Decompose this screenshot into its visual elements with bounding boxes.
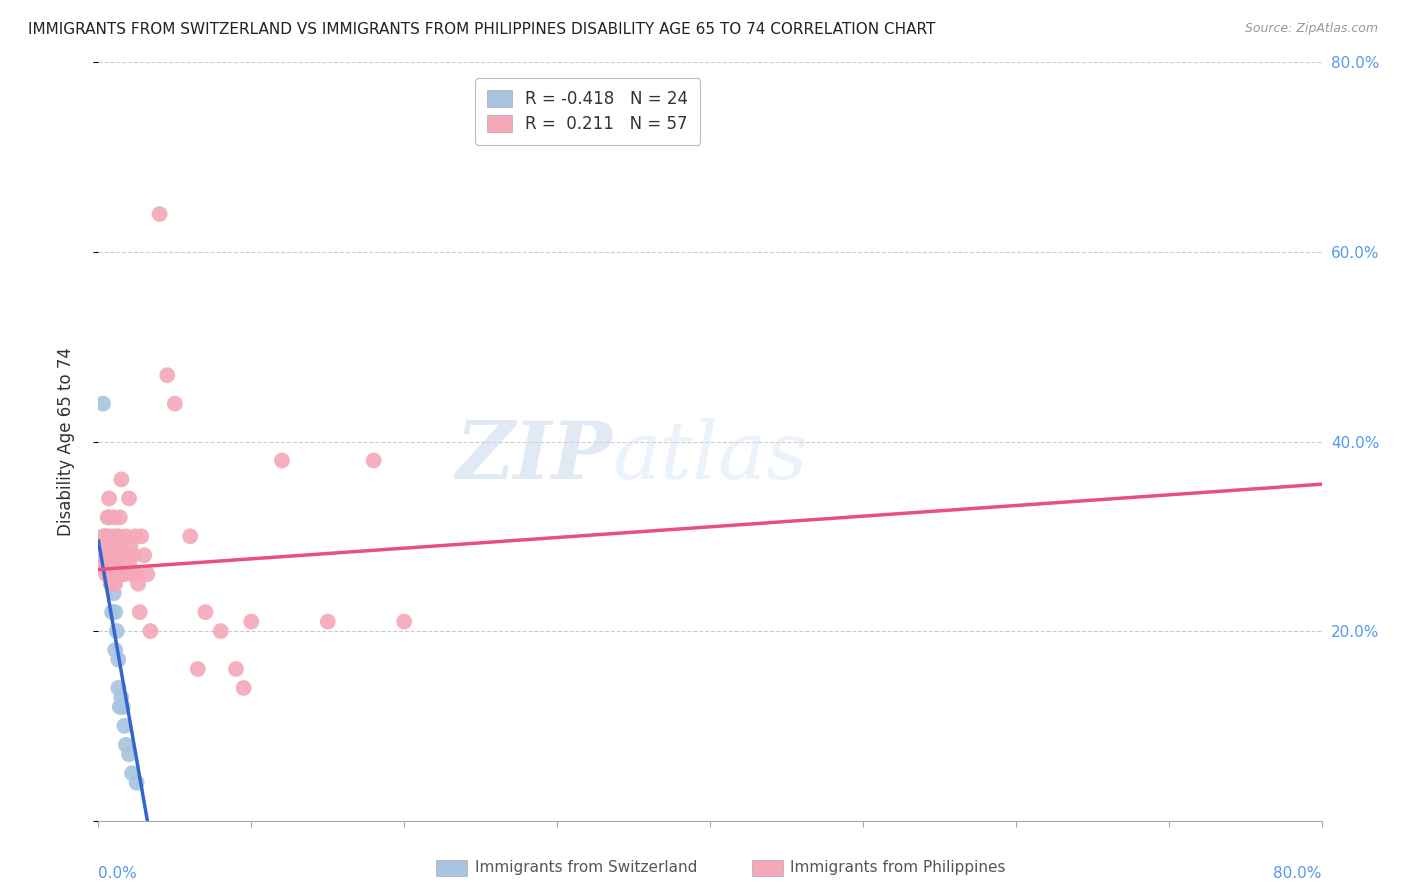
Point — [115, 529, 138, 543]
Point — [101, 605, 124, 619]
Point — [101, 558, 124, 572]
Point — [225, 662, 247, 676]
Point — [121, 567, 143, 582]
Point — [240, 615, 263, 629]
Point — [121, 766, 143, 780]
Text: 80.0%: 80.0% — [1274, 866, 1322, 881]
Point — [117, 548, 139, 563]
Point — [104, 643, 127, 657]
Point — [110, 473, 132, 487]
Text: Source: ZipAtlas.com: Source: ZipAtlas.com — [1244, 22, 1378, 36]
Point — [118, 747, 141, 762]
Point — [97, 510, 120, 524]
Point — [128, 605, 150, 619]
Point — [194, 605, 217, 619]
Text: atlas: atlas — [612, 418, 807, 495]
Point — [93, 539, 115, 553]
Point — [179, 529, 201, 543]
Point — [122, 548, 145, 563]
Point — [103, 539, 125, 553]
Point — [120, 539, 142, 553]
Point — [91, 529, 114, 543]
Point — [101, 567, 124, 582]
Point — [163, 396, 186, 410]
Point — [104, 605, 127, 619]
Point — [110, 690, 132, 705]
Text: 0.0%: 0.0% — [98, 866, 138, 881]
Point — [129, 529, 152, 543]
Point — [97, 529, 120, 543]
Point — [100, 548, 122, 563]
Point — [98, 491, 121, 506]
Point — [108, 699, 131, 714]
Point — [107, 652, 129, 666]
Point — [107, 529, 129, 543]
Point — [209, 624, 232, 639]
Point — [112, 567, 135, 582]
Point — [100, 576, 122, 591]
Point — [136, 567, 159, 582]
Point — [111, 548, 134, 563]
Point — [125, 567, 148, 582]
Text: ZIP: ZIP — [456, 418, 612, 495]
Point — [111, 539, 134, 553]
Point — [134, 548, 156, 563]
Point — [111, 699, 134, 714]
Y-axis label: Disability Age 65 to 74: Disability Age 65 to 74 — [56, 347, 75, 536]
Point — [115, 738, 138, 752]
Point — [125, 776, 148, 790]
Point — [104, 576, 127, 591]
Point — [103, 510, 125, 524]
Legend: R = -0.418   N = 24, R =  0.211   N = 57: R = -0.418 N = 24, R = 0.211 N = 57 — [475, 78, 700, 145]
Text: Immigrants from Switzerland: Immigrants from Switzerland — [475, 861, 697, 875]
Point — [105, 529, 128, 543]
Point — [363, 453, 385, 467]
Point — [118, 491, 141, 506]
Point — [270, 453, 292, 467]
Point — [124, 529, 146, 543]
Point — [105, 624, 128, 639]
Point — [94, 567, 117, 582]
Point — [118, 558, 141, 572]
Point — [316, 615, 339, 629]
Point — [98, 510, 121, 524]
Point — [98, 558, 121, 572]
Point — [108, 548, 131, 563]
Point — [105, 558, 128, 572]
Text: Immigrants from Philippines: Immigrants from Philippines — [790, 861, 1005, 875]
Point — [103, 567, 125, 582]
Point — [139, 624, 162, 639]
Point — [392, 615, 416, 629]
Point — [103, 586, 125, 600]
Point — [232, 681, 254, 695]
Point — [108, 510, 131, 524]
Point — [187, 662, 209, 676]
Point — [101, 529, 124, 543]
Point — [94, 548, 117, 563]
Point — [100, 548, 122, 563]
Point — [91, 396, 114, 410]
Point — [94, 529, 117, 543]
Point — [100, 576, 122, 591]
Point — [97, 548, 120, 563]
Point — [107, 567, 129, 582]
Point — [90, 558, 112, 572]
Point — [107, 681, 129, 695]
Point — [127, 576, 149, 591]
Text: IMMIGRANTS FROM SWITZERLAND VS IMMIGRANTS FROM PHILIPPINES DISABILITY AGE 65 TO : IMMIGRANTS FROM SWITZERLAND VS IMMIGRANT… — [28, 22, 935, 37]
Point — [112, 719, 135, 733]
Point — [98, 567, 121, 582]
Point — [149, 207, 172, 221]
Point — [156, 368, 179, 383]
Point — [110, 567, 132, 582]
Point — [104, 548, 127, 563]
